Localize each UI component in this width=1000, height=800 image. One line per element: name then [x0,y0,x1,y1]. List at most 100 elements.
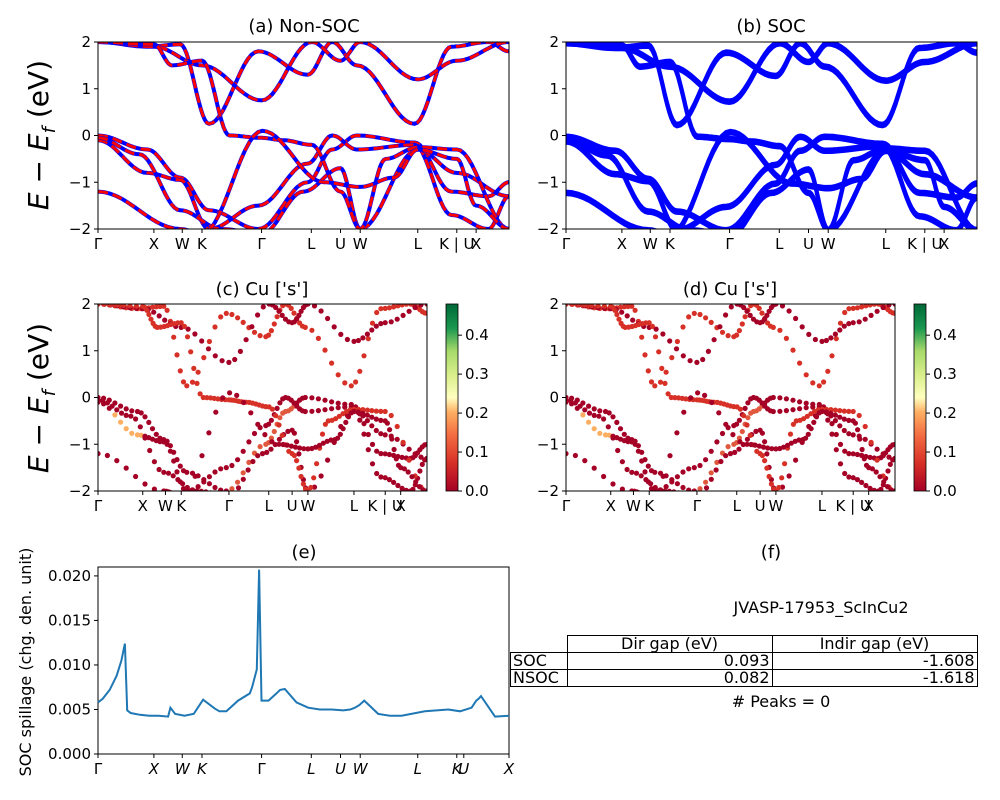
panel-d-band-point [850,320,856,326]
panel-d-band-point [681,491,686,496]
panel-d-band-point [718,458,724,465]
panel-d-band-point [667,338,673,344]
panel-d-band-point [649,323,656,329]
panel-d-band-point [617,304,624,310]
panel-a-xtick-label: L [307,235,316,253]
panel-e-xtick-label: W [353,760,369,778]
panel-c-band-point [288,305,294,311]
panel-d-ytick-label: 2 [549,295,559,313]
panel-c-band-point [336,413,342,419]
panel-c-band-point [189,379,196,385]
panel-d-band-point [797,399,803,405]
panel-d-band-point [862,423,868,430]
panel-d-band-point [892,488,895,491]
panel-d-band-point [855,427,861,433]
panel-c-band-point [361,431,367,437]
gap-table-row: SOC 0.093 -1.608 [510,652,978,670]
panel-c-band-point [292,444,299,450]
panel-c-band-point [177,463,183,469]
panel-b-ytick-label: 1 [549,80,559,98]
panel-d-band-point [832,407,839,413]
panel-d-title: (d) Cu ['s'] [683,279,777,300]
panel-c-band-point [378,408,384,414]
panel-d-band-point [862,436,868,442]
panel-d-band-point [782,461,788,467]
panel-d-band-point [846,451,852,457]
panel-d-band-point [790,407,796,413]
panel-c-band-point [203,489,209,491]
panel-c-band-point [264,449,270,455]
panel-c-band-point [373,427,379,434]
panel-d-band-point [873,469,879,475]
panel-c-band-point [123,406,129,412]
panel-c-band-point [213,491,218,496]
panel-c-band-point [364,418,370,424]
panel-c-band-point [138,410,144,416]
panel-c-band-point [218,466,224,472]
panel-a: 210−1−2Γ X W K Γ L U W L K | UX [69,33,510,253]
panel-d-band-point [601,304,607,309]
panel-c-band-point [302,408,308,415]
panel-d-band-point [671,489,677,491]
panel-c-band-point [123,412,129,418]
colorbar-ticks: 0.4 0.3 0.2 0.1 0.0 0.4 0.3 0.2 0.1 0.0 [458,326,957,500]
panel-c-band-point [227,390,233,396]
panel-d-band-point [697,311,703,318]
panel-d-band-point [703,457,709,463]
panel-c-band-point [320,440,326,446]
panel-d-band-point [591,426,597,432]
panel-c-band-point [413,479,419,485]
panel-c-band-point [418,454,424,460]
panel-d-band-point [887,461,893,467]
panel-d-band-point [614,419,620,425]
panel-c-band-point [167,448,173,454]
panel-e-xtick-label: X [503,760,515,778]
panel-d-band-point [748,441,754,448]
panel-c-band-point [142,481,148,487]
panel-d-band-point [577,403,583,409]
panel-d-band-point [837,327,843,333]
panel-c-band-point [374,470,380,477]
panel-c-xtick-label: K | U [368,497,403,515]
panel-d-band-point [801,416,807,422]
panel-c-band-point [391,479,397,485]
panel-c-band-point [195,484,201,490]
panel-d-band-point [660,331,666,337]
panel-d-band-point [846,321,852,327]
panel-a-xtick-label: X [149,235,159,253]
panel-c-band-point [195,369,201,375]
panel-c-band-point [246,459,252,465]
panel-d-band-point [867,485,873,491]
panel-d-xtick-label: L [733,497,742,515]
panel-c-band-point [353,379,359,385]
panel-d-band-point [832,418,839,424]
panel-d-band-point [766,308,772,314]
panel-c-band-point [171,458,177,464]
panel-d-band-point [799,324,805,330]
panel-d-band-point [784,442,791,448]
panel-c-band-point [298,473,304,480]
panel-d-xtick-label: L [818,497,827,515]
panel-e-xtick-label: U [458,760,469,778]
panel-d-plot-area [566,304,895,496]
panel-e-ytick-label: 0.015 [48,611,91,629]
panel-d-band-point [638,473,644,479]
panel-d-band-point [793,457,799,463]
panel-d-band-point [660,473,666,479]
panel-d-band-point [566,451,569,457]
colorbar-tick-label: 0.1 [465,443,489,461]
panel-c-band-point [213,409,219,415]
panel-c-band-point [361,353,367,359]
panel-c-band-point [424,488,427,491]
panel-c-band-point [357,368,363,374]
panel-c-band-point [133,304,139,309]
panel-c-band-point [409,474,415,480]
panel-c-band-point [164,307,170,313]
panel-d-band-point [646,320,652,326]
panel-a-xtick-label: W [175,235,190,253]
panel-c-band-point [315,335,321,341]
panel-d-band-point [878,486,884,491]
panel-a-xtick-label: U [335,235,346,253]
panel-c-band-point [329,360,335,366]
panel-d-band-point [759,452,766,459]
